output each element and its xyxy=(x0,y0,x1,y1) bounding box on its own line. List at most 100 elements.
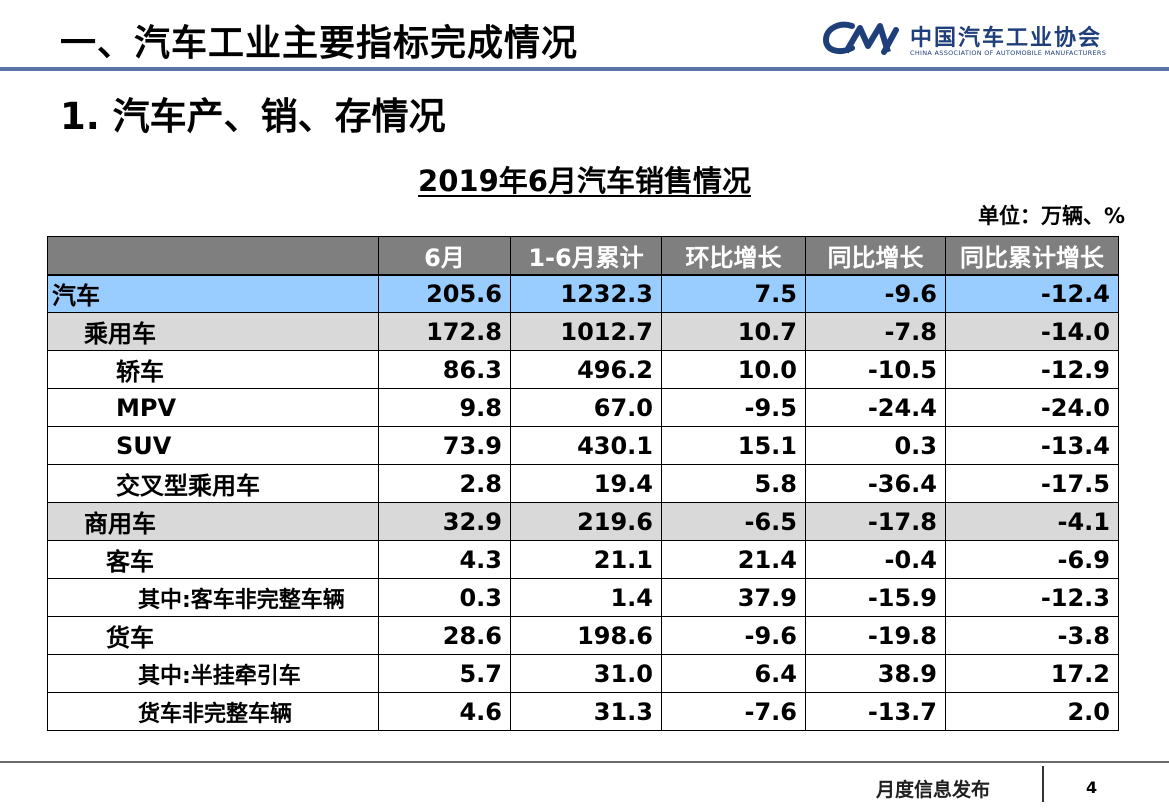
cell-ytd: 21.1 xyxy=(510,540,662,579)
table-row: 客车 4.3 21.1 21.4 -0.4 -6.9 xyxy=(47,540,1119,579)
cell-mom: 21.4 xyxy=(661,540,806,579)
cell-june: 32.9 xyxy=(378,502,511,541)
cell-ytd-yoy: -12.9 xyxy=(945,350,1119,389)
cell-june: 0.3 xyxy=(378,578,511,617)
cell-june: 73.9 xyxy=(378,426,511,465)
footer-separator xyxy=(1042,766,1044,802)
cell-mom: -6.5 xyxy=(661,502,806,541)
cell-ytd: 31.3 xyxy=(510,692,662,731)
cell-june: 28.6 xyxy=(378,616,511,655)
cell-ytd-yoy: -12.3 xyxy=(945,578,1119,617)
cell-yoy: -36.4 xyxy=(805,464,946,503)
table-row: 货车非完整车辆 4.6 31.3 -7.6 -13.7 2.0 xyxy=(47,692,1119,731)
row-label: 货车非完整车辆 xyxy=(47,692,379,731)
cell-mom: 10.7 xyxy=(661,312,806,351)
cell-june: 205.6 xyxy=(378,274,511,313)
table-title-wrap: 2019年6月汽车销售情况 xyxy=(0,158,1169,200)
row-label: SUV xyxy=(47,426,379,465)
cell-yoy: -0.4 xyxy=(805,540,946,579)
slide-title: 一、汽车工业主要指标完成情况 xyxy=(60,23,579,64)
cell-yoy: -17.8 xyxy=(805,502,946,541)
cell-yoy: -24.4 xyxy=(805,388,946,427)
table-row: 汽车 205.6 1232.3 7.5 -9.6 -12.4 xyxy=(47,274,1119,313)
row-label: 乘用车 xyxy=(47,312,379,351)
logo-text-en: CHINA ASSOCIATION OF AUTOMOBILE MANUFACT… xyxy=(910,49,1107,57)
header-cell-ytd-yoy: 同比累计增长 xyxy=(945,236,1119,276)
cell-ytd: 1232.3 xyxy=(510,274,662,313)
cell-mom: 5.8 xyxy=(661,464,806,503)
cell-ytd: 31.0 xyxy=(510,654,662,693)
cell-ytd-yoy: -17.5 xyxy=(945,464,1119,503)
row-label: MPV xyxy=(47,388,379,427)
table-row: 货车 28.6 198.6 -9.6 -19.8 -3.8 xyxy=(47,616,1119,655)
sales-table: 6月 1-6月累计 环比增长 同比增长 同比累计增长 汽车 205.6 1232… xyxy=(47,236,1119,731)
footer-label: 月度信息发布 xyxy=(876,779,991,801)
cell-ytd-yoy: -24.0 xyxy=(945,388,1119,427)
header-divider xyxy=(0,67,1169,71)
cell-mom: -9.5 xyxy=(661,388,806,427)
header-cell-ytd: 1-6月累计 xyxy=(510,236,662,276)
cell-ytd-yoy: -3.8 xyxy=(945,616,1119,655)
table-row: 其中:半挂牵引车 5.7 31.0 6.4 38.9 17.2 xyxy=(47,654,1119,693)
cell-june: 86.3 xyxy=(378,350,511,389)
row-label: 交叉型乘用车 xyxy=(47,464,379,503)
unit-label: 单位：万辆、% xyxy=(977,204,1125,228)
cell-ytd: 198.6 xyxy=(510,616,662,655)
cell-yoy: 38.9 xyxy=(805,654,946,693)
table-row: 商用车 32.9 219.6 -6.5 -17.8 -4.1 xyxy=(47,502,1119,541)
cell-yoy: -9.6 xyxy=(805,274,946,313)
table-title: 2019年6月汽车销售情况 xyxy=(418,164,751,198)
cell-ytd: 19.4 xyxy=(510,464,662,503)
cell-ytd-yoy: -13.4 xyxy=(945,426,1119,465)
row-label: 商用车 xyxy=(47,502,379,541)
cell-june: 4.3 xyxy=(378,540,511,579)
cell-mom: -9.6 xyxy=(661,616,806,655)
header-cell-yoy: 同比增长 xyxy=(805,236,946,276)
cell-ytd: 496.2 xyxy=(510,350,662,389)
table-row: 其中:客车非完整车辆 0.3 1.4 37.9 -15.9 -12.3 xyxy=(47,578,1119,617)
row-label: 其中:半挂牵引车 xyxy=(47,654,379,693)
cell-june: 4.6 xyxy=(378,692,511,731)
cell-mom: 6.4 xyxy=(661,654,806,693)
cell-yoy: -7.8 xyxy=(805,312,946,351)
cell-ytd: 1.4 xyxy=(510,578,662,617)
cell-ytd-yoy: -4.1 xyxy=(945,502,1119,541)
cell-ytd: 430.1 xyxy=(510,426,662,465)
row-label: 轿车 xyxy=(47,350,379,389)
header-cell-mom: 环比增长 xyxy=(661,236,806,276)
footer-divider xyxy=(0,761,1169,763)
table-row: 交叉型乘用车 2.8 19.4 5.8 -36.4 -17.5 xyxy=(47,464,1119,503)
cell-june: 2.8 xyxy=(378,464,511,503)
cell-ytd-yoy: -6.9 xyxy=(945,540,1119,579)
cell-ytd: 219.6 xyxy=(510,502,662,541)
header-cell-name xyxy=(47,236,379,276)
table-header-row: 6月 1-6月累计 环比增长 同比增长 同比累计增长 xyxy=(47,236,1119,276)
cell-yoy: -19.8 xyxy=(805,616,946,655)
cell-ytd-yoy: 2.0 xyxy=(945,692,1119,731)
table-row: 轿车 86.3 496.2 10.0 -10.5 -12.9 xyxy=(47,350,1119,389)
cell-ytd: 67.0 xyxy=(510,388,662,427)
header-cell-june: 6月 xyxy=(378,236,511,276)
table-row: MPV 9.8 67.0 -9.5 -24.4 -24.0 xyxy=(47,388,1119,427)
cell-mom: 37.9 xyxy=(661,578,806,617)
cell-yoy: -10.5 xyxy=(805,350,946,389)
cell-mom: 7.5 xyxy=(661,274,806,313)
caam-logo: 中国汽车工业协会 CHINA ASSOCIATION OF AUTOMOBILE… xyxy=(822,16,1122,62)
cell-mom: 15.1 xyxy=(661,426,806,465)
cell-yoy: -13.7 xyxy=(805,692,946,731)
cell-june: 172.8 xyxy=(378,312,511,351)
row-label: 客车 xyxy=(47,540,379,579)
cell-ytd: 1012.7 xyxy=(510,312,662,351)
logo-text-cn: 中国汽车工业协会 xyxy=(910,26,1103,51)
cell-ytd-yoy: -14.0 xyxy=(945,312,1119,351)
row-label: 货车 xyxy=(47,616,379,655)
row-label: 汽车 xyxy=(47,274,379,313)
cell-ytd-yoy: 17.2 xyxy=(945,654,1119,693)
table-row: 乘用车 172.8 1012.7 10.7 -7.8 -14.0 xyxy=(47,312,1119,351)
cell-mom: -7.6 xyxy=(661,692,806,731)
cell-mom: 10.0 xyxy=(661,350,806,389)
cell-ytd-yoy: -12.4 xyxy=(945,274,1119,313)
row-label: 其中:客车非完整车辆 xyxy=(47,578,379,617)
section-title: 1. 汽车产、销、存情况 xyxy=(60,95,446,138)
cell-yoy: 0.3 xyxy=(805,426,946,465)
